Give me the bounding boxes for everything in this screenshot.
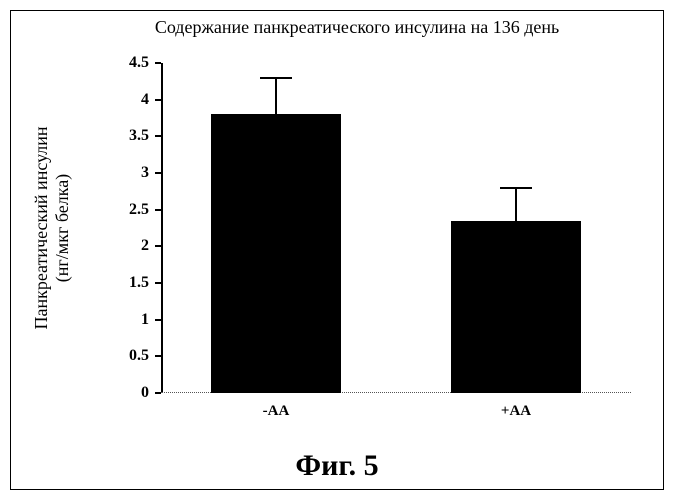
plot-area: 00.511.522.533.544.5-AA+AA bbox=[161, 63, 631, 393]
y-tick-label: 3 bbox=[141, 164, 149, 182]
y-tick-label: 2 bbox=[141, 237, 149, 255]
y-tick-label: 3.5 bbox=[129, 127, 149, 145]
category-label: -AA bbox=[211, 403, 341, 420]
y-tick bbox=[155, 245, 161, 247]
y-tick bbox=[155, 99, 161, 101]
error-bar bbox=[451, 188, 581, 221]
y-tick-label: 0 bbox=[141, 384, 149, 402]
figure-caption: Фиг. 5 bbox=[11, 449, 663, 483]
figure-frame: Содержание панкреатического инсулина на … bbox=[10, 10, 664, 490]
y-tick bbox=[155, 319, 161, 321]
y-tick bbox=[155, 172, 161, 174]
y-tick bbox=[155, 392, 161, 394]
y-tick bbox=[155, 209, 161, 211]
y-tick bbox=[155, 135, 161, 137]
y-axis bbox=[161, 63, 163, 393]
y-tick-label: 1 bbox=[141, 311, 149, 329]
chart-title: Содержание панкреатического инсулина на … bbox=[71, 17, 643, 38]
y-axis-title-line2: (нг/мкг белка) bbox=[52, 174, 72, 282]
y-tick-label: 1.5 bbox=[129, 274, 149, 292]
y-tick bbox=[155, 282, 161, 284]
y-tick-label: 4 bbox=[141, 91, 149, 109]
y-axis-title: Панкреатический инсулин (нг/мкг белка) bbox=[31, 63, 72, 393]
category-label: +AA bbox=[451, 403, 581, 420]
bar bbox=[451, 221, 581, 393]
y-tick bbox=[155, 355, 161, 357]
bar bbox=[211, 114, 341, 393]
y-axis-title-line1: Панкреатический инсулин bbox=[31, 126, 51, 329]
error-bar bbox=[211, 78, 341, 115]
y-tick-label: 4.5 bbox=[129, 54, 149, 72]
y-tick-label: 2.5 bbox=[129, 201, 149, 219]
y-tick-label: 0.5 bbox=[129, 347, 149, 365]
y-tick bbox=[155, 62, 161, 64]
